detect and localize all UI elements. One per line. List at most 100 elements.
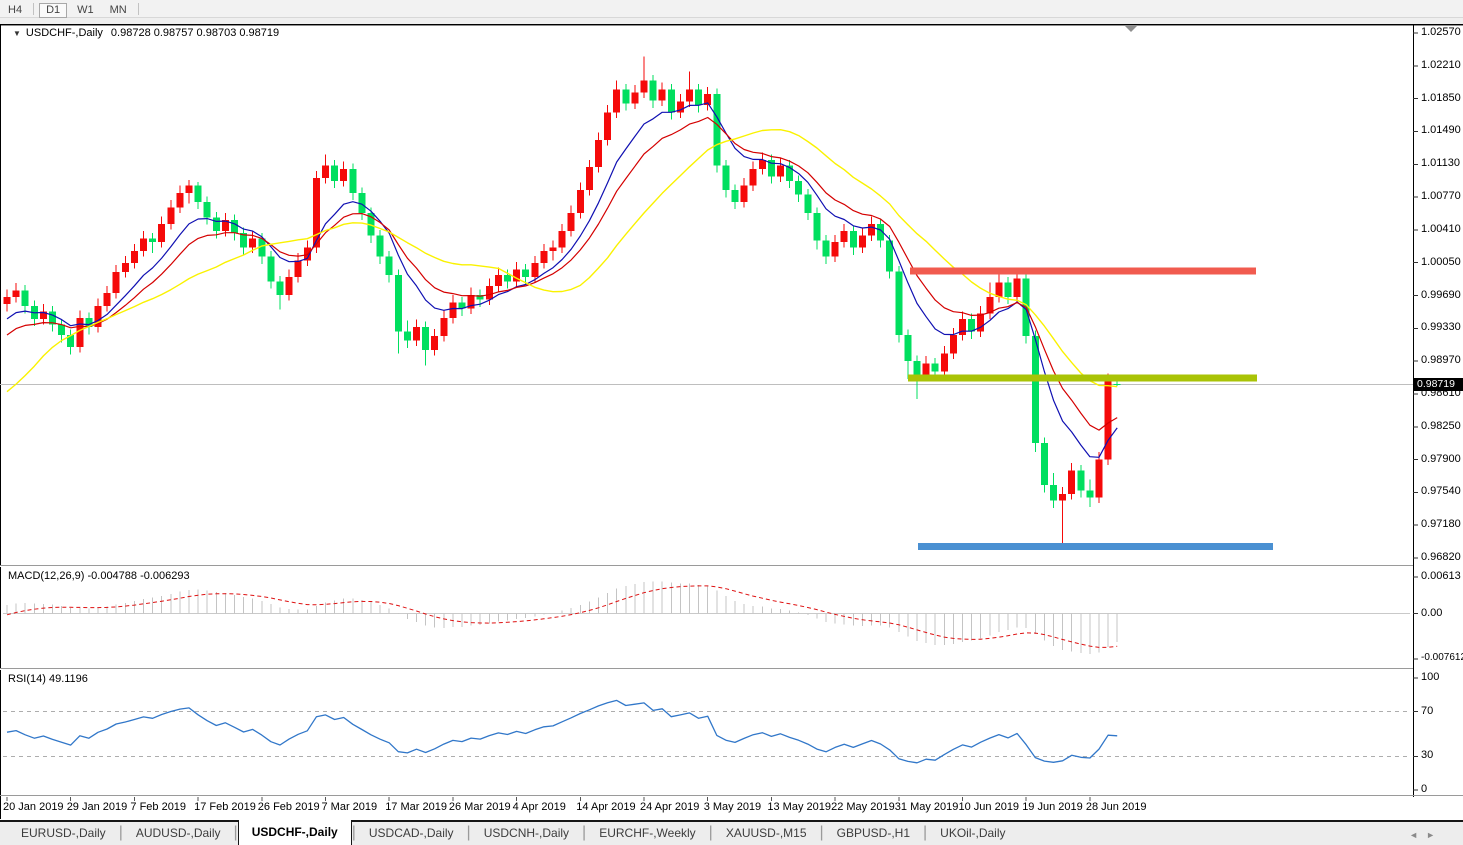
candle-bull — [540, 251, 548, 264]
timeframe-button-d1[interactable]: D1 — [39, 3, 68, 18]
price-axis-label: 0.99330 — [1421, 321, 1461, 334]
chart-tab-gbpusd-h1[interactable]: GBPUSD-,H1 — [836, 826, 911, 840]
chart-title-symbol: USDCHF-,Daily — [25, 27, 103, 39]
candle-bull — [686, 89, 693, 102]
macd-axis-label: 0.00613 — [1421, 570, 1461, 582]
candle-bull — [167, 207, 175, 224]
chart-tab-xauusd-m15[interactable]: XAUUSD-,M15 — [725, 826, 807, 840]
chart-tab-eurusd-daily[interactable]: EURUSD-,Daily — [21, 826, 106, 840]
tabs-scroll-left-icon[interactable]: ◄ — [1409, 829, 1419, 840]
candle-bull — [431, 336, 439, 350]
candle-bull — [740, 185, 748, 202]
pivot-level-line — [908, 374, 1257, 382]
chart-tab-eurchf-weekly[interactable]: EURCHF-,Weekly — [599, 826, 696, 840]
toolbar-separator — [137, 2, 139, 15]
price-axis-label: 0.97540 — [1421, 485, 1461, 498]
timeframe-toolbar: H4 D1 W1 MN — [0, 0, 1463, 18]
candle-bear — [767, 159, 775, 177]
moving-average-fast-ema — [6, 102, 1118, 458]
candle-bear — [913, 360, 921, 376]
candle-bull — [949, 335, 957, 354]
candle-bear — [795, 180, 803, 195]
price-axis-label: 1.02210 — [1421, 58, 1461, 71]
candle-bull — [1068, 470, 1076, 495]
candle-bull — [312, 178, 320, 248]
rsi-name: RSI(14) — [8, 673, 46, 685]
price-axis-label: 0.98970 — [1421, 354, 1461, 367]
candle-bull — [995, 282, 1003, 297]
tabs-scroll-right-icon[interactable]: ► — [1426, 829, 1435, 840]
candle-bull — [322, 165, 329, 179]
candle-bear — [331, 165, 339, 181]
rsi-axis-label: 0 — [1421, 783, 1428, 795]
date-axis-label: 31 May 2019 — [894, 801, 959, 813]
candle-bear — [1077, 470, 1085, 491]
moving-average-slow-sma — [6, 128, 1118, 393]
candle-bull — [613, 89, 621, 113]
candle-bear — [367, 212, 375, 236]
candle-bull — [340, 169, 348, 181]
timeframe-button-mn[interactable]: MN — [109, 4, 127, 16]
candle-bull — [640, 80, 648, 93]
timeframe-button-w1[interactable]: W1 — [77, 4, 94, 16]
date-axis-label: 26 Feb 2019 — [257, 801, 320, 813]
macd-signal-line — [6, 585, 1118, 648]
candle-bull — [103, 293, 111, 306]
chart-tab-usdcad-daily[interactable]: USDCAD-,Daily — [368, 826, 454, 840]
tab-separator: | — [351, 824, 356, 841]
candle-bear — [786, 165, 794, 181]
candle-bull — [221, 220, 229, 232]
chart-tab-ukoil-daily[interactable]: UKOil-,Daily — [940, 826, 1006, 840]
candle-bear — [667, 89, 675, 113]
date-axis-label: 17 Mar 2019 — [385, 801, 447, 813]
candle-bear — [695, 89, 703, 106]
chart-menu-arrow-icon[interactable]: ▼ — [13, 29, 21, 38]
candle-bear — [1050, 484, 1057, 501]
timeframe-button-h4[interactable]: H4 — [8, 4, 23, 16]
price-axis-label: 1.00050 — [1421, 255, 1461, 268]
macd-values: -0.004788 -0.006293 — [87, 570, 190, 582]
candle-bear — [58, 324, 66, 336]
candle-bear — [886, 240, 894, 272]
candle-bull — [294, 260, 302, 277]
date-axis-label: 10 Jun 2019 — [958, 801, 1020, 813]
candle-bull — [1095, 459, 1103, 498]
rsi-indicator-label: RSI(14) 49.1196 — [8, 673, 88, 685]
tab-separator: | — [819, 824, 824, 841]
candle-bull — [977, 313, 985, 332]
candle-bear — [476, 295, 484, 300]
chart-tab-usdchf-daily[interactable]: USDCHF-,Daily — [237, 820, 352, 845]
candle-bear — [813, 212, 821, 241]
date-axis-label: 19 Jun 2019 — [1022, 801, 1083, 813]
candle-bull — [1059, 494, 1067, 501]
candle-bull — [585, 167, 593, 191]
candle-bear — [67, 335, 75, 348]
date-axis-label: 4 Apr 2019 — [512, 801, 566, 813]
candle-bear — [194, 185, 202, 202]
resistance-level-line — [910, 267, 1256, 275]
candle-bear — [731, 190, 739, 202]
chart-shift-triangle-icon — [1125, 26, 1137, 32]
candle-bear — [203, 201, 211, 218]
chart-title-ohlc: 0.98728 0.98757 0.98703 0.98719 — [110, 27, 280, 39]
candle-bear — [422, 327, 430, 350]
candle-bull — [1013, 278, 1021, 297]
candle-bull — [868, 223, 875, 236]
chart-tab-audusd-daily[interactable]: AUDUSD-,Daily — [135, 826, 221, 840]
candle-bear — [149, 238, 157, 243]
candle-bull — [140, 238, 147, 252]
price-axis-label: 1.02570 — [1421, 26, 1461, 38]
chart-tab-usdcnh-daily[interactable]: USDCNH-,Daily — [483, 826, 570, 840]
candle-bear — [49, 311, 56, 325]
candle-bear — [622, 89, 630, 104]
date-axis-label: 17 Feb 2019 — [194, 801, 256, 813]
tab-separator: | — [466, 824, 471, 841]
candle-bull — [249, 238, 257, 248]
candle-bear — [349, 169, 357, 193]
macd-axis-label: 0.00 — [1421, 606, 1443, 619]
candle-bull — [94, 306, 102, 327]
candle-bull — [467, 295, 475, 309]
candle-bull — [413, 327, 420, 341]
